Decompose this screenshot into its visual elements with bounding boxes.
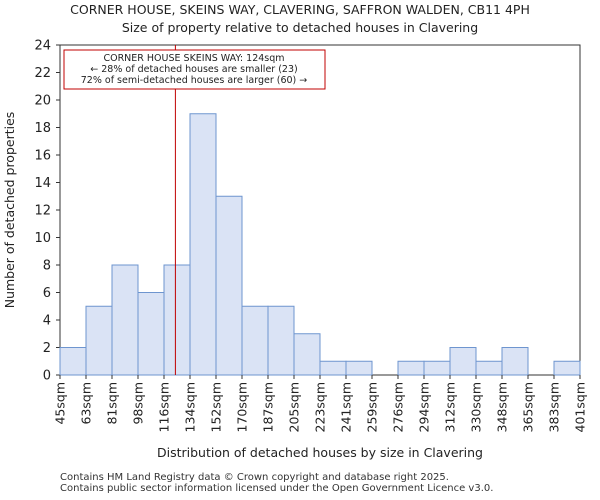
x-tick-label: 312sqm — [443, 382, 458, 432]
footer-copyright: Contains HM Land Registry data © Crown c… — [60, 472, 449, 483]
x-axis-label: Distribution of detached houses by size … — [157, 445, 483, 460]
y-tick-label: 8 — [43, 259, 51, 274]
histogram-bar — [345, 360, 373, 376]
x-tick-label: 276sqm — [391, 382, 406, 432]
x-tick-label: 348sqm — [495, 382, 510, 432]
x-tick-label: 205sqm — [287, 382, 302, 432]
x-tick-label: 223sqm — [313, 382, 328, 432]
histogram-bar — [449, 347, 477, 376]
x-tick-label: 63sqm — [79, 382, 94, 425]
y-tick-label: 16 — [34, 149, 51, 164]
chart-subtitle: Size of property relative to detached ho… — [121, 20, 479, 35]
histogram-bar — [397, 360, 425, 376]
histogram-bar — [553, 360, 581, 376]
histogram-bar — [163, 264, 191, 376]
histogram-bar — [137, 292, 165, 376]
x-tick-label: 330sqm — [469, 382, 484, 432]
y-tick-label: 10 — [34, 231, 51, 246]
histogram-bar — [423, 360, 451, 376]
x-tick-label: 294sqm — [417, 382, 432, 432]
y-tick-label: 18 — [34, 121, 51, 136]
chart-title: CORNER HOUSE, SKEINS WAY, CLAVERING, SAF… — [70, 2, 530, 17]
x-tick-label: 187sqm — [261, 382, 276, 432]
y-tick-label: 14 — [34, 176, 51, 191]
annotation-larger: 72% of semi-detached houses are larger (… — [81, 75, 308, 86]
x-tick-label: 81sqm — [105, 382, 120, 425]
histogram-bar — [267, 305, 295, 376]
x-tick-label: 401sqm — [573, 382, 588, 432]
x-tick-label: 116sqm — [157, 382, 172, 432]
histogram-bar — [111, 264, 139, 376]
y-tick-label: 22 — [34, 66, 51, 81]
histogram-bar — [241, 305, 269, 376]
x-tick-label: 365sqm — [521, 382, 536, 432]
y-tick-label: 12 — [34, 204, 51, 219]
x-tick-label: 383sqm — [547, 382, 562, 432]
footer-licence: Contains public sector information licen… — [60, 483, 494, 494]
annotation-title: CORNER HOUSE SKEINS WAY: 124sqm — [103, 53, 284, 64]
annotation-box — [63, 49, 326, 90]
y-tick-label: 2 — [43, 341, 51, 356]
y-tick-label: 4 — [43, 314, 51, 329]
y-tick-label: 20 — [34, 94, 51, 109]
histogram-bar — [293, 333, 321, 376]
x-tick-label: 134sqm — [183, 382, 198, 432]
histogram-bar — [319, 360, 347, 376]
x-tick-label: 98sqm — [131, 382, 146, 425]
y-axis-label: Number of detached properties — [2, 112, 17, 309]
x-tick-label: 152sqm — [209, 382, 224, 432]
histogram-bar — [475, 360, 503, 376]
y-tick-label: 0 — [43, 369, 51, 384]
histogram-bar — [85, 305, 113, 376]
y-tick-label: 24 — [34, 39, 51, 54]
annotation-smaller: ← 28% of detached houses are smaller (23… — [90, 64, 297, 75]
histogram-bar — [59, 347, 87, 376]
x-tick-label: 170sqm — [235, 382, 250, 432]
x-tick-label: 241sqm — [339, 382, 354, 432]
histogram-bar — [189, 113, 217, 376]
histogram-bar — [215, 195, 243, 376]
histogram-bar — [501, 347, 529, 376]
x-tick-label: 45sqm — [53, 382, 68, 425]
x-tick-label: 259sqm — [365, 382, 380, 432]
y-tick-label: 6 — [43, 286, 51, 301]
